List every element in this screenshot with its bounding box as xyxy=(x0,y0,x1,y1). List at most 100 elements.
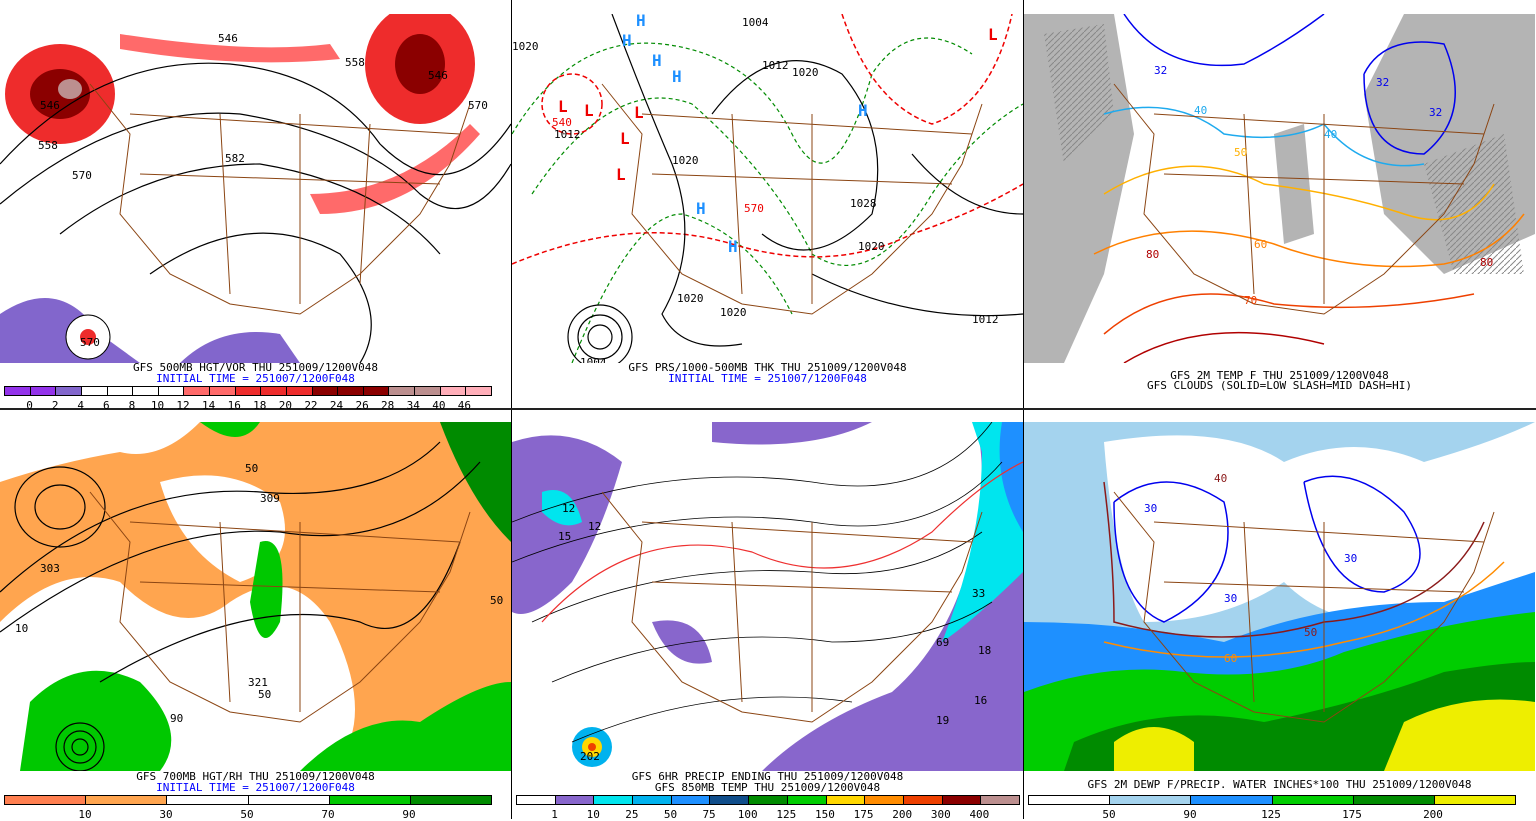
contour-label: 546 xyxy=(218,32,238,45)
isotherm-label: 32 xyxy=(1376,76,1389,89)
contour-label: 570 xyxy=(72,169,92,182)
thickness-label: 540 xyxy=(552,116,572,129)
colorbar-label: 90 xyxy=(402,808,416,821)
colorbar-label: 70 xyxy=(321,808,335,821)
colorbar-swatch xyxy=(1110,796,1192,804)
panel-2m-dewpoint-pwat: 30 30 40 50 60 30 GFS 2M DEWP F/PRECIP. … xyxy=(1024,410,1535,821)
colorbar-label: 10 xyxy=(586,808,600,821)
colorbar-swatch xyxy=(517,796,556,804)
colorbar-swatch xyxy=(1434,796,1516,804)
colorbar-label: 18 xyxy=(253,399,267,412)
colorbar-swatch xyxy=(410,796,492,804)
colorbar xyxy=(516,795,1020,805)
colorbar-swatch xyxy=(594,796,634,804)
colorbar-label: 150 xyxy=(814,808,835,821)
panel-700mb-hgt-rh: 303 309 10 50 90 321 50 50 GFS 700MB HGT… xyxy=(0,410,511,821)
precip-label: 18 xyxy=(978,644,991,657)
isotherm-label: 40 xyxy=(1194,104,1207,117)
colorbar-swatch xyxy=(81,387,108,395)
colorbar-label: 300 xyxy=(930,808,951,821)
cloud-legend: GFS CLOUDS (SOLID=LOW SLASH=MID DASH=HI) xyxy=(1147,379,1412,392)
contour-label: 570 xyxy=(80,336,100,349)
contour-label: 309 xyxy=(260,492,280,505)
colorbar-label: 10 xyxy=(78,808,92,821)
isobar-label: 1012 xyxy=(972,313,999,326)
precip-label: 15 xyxy=(558,530,571,543)
colorbar-swatch xyxy=(235,387,262,395)
high-pressure-marker: H xyxy=(622,31,632,50)
low-pressure-marker: L xyxy=(584,101,594,120)
panel-pressure-thickness: 1020 1012 1004 1012 1020 1020 1028 1020 … xyxy=(512,0,1023,408)
isotherm-label: 70 xyxy=(1244,294,1257,307)
colorbar-label: 34 xyxy=(406,399,420,412)
colorbar-label: 22 xyxy=(304,399,318,412)
colorbar-label: 200 xyxy=(1423,808,1443,821)
contour-label: 546 xyxy=(428,69,448,82)
isotherm-label: 32 xyxy=(1154,64,1167,77)
colorbar-swatch xyxy=(30,387,57,395)
isobar-label: 1020 xyxy=(792,66,819,79)
colorbar-label: 75 xyxy=(702,808,716,821)
colorbar-swatch xyxy=(1353,796,1435,804)
colorbar-swatch xyxy=(555,796,595,804)
low-pressure-marker: L xyxy=(988,25,998,44)
colorbar-swatch xyxy=(86,796,168,804)
map-title: GFS 6HR PRECIP ENDING THU 251009/1200V04… xyxy=(631,770,904,783)
colorbar-label: 10 xyxy=(150,399,165,412)
colorbar-label: 2 xyxy=(51,399,59,412)
colorbar-label: 400 xyxy=(969,808,990,821)
low-pressure-marker: L xyxy=(634,103,644,122)
colorbar-swatch xyxy=(749,796,788,804)
precip-label: 33 xyxy=(972,587,985,600)
map-subtitle: GFS 850MB TEMP THU 251009/1200V048 xyxy=(654,781,881,794)
high-pressure-marker: H xyxy=(728,237,738,256)
map-precipitation: 12 15 12 33 69 18 19 16 202 xyxy=(512,422,1023,771)
map-title: GFS 2M TEMP F THU 251009/1200V048 xyxy=(1170,369,1389,382)
colorbar-swatch xyxy=(942,796,982,804)
colorbar-swatch xyxy=(903,796,943,804)
colorbar xyxy=(4,795,492,805)
colorbar-label: 4 xyxy=(77,399,85,412)
isotherm-label: 40 xyxy=(1324,128,1337,141)
colorbar-swatch xyxy=(1191,796,1273,804)
dewpoint-label: 30 xyxy=(1344,552,1357,565)
high-pressure-marker: H xyxy=(672,67,682,86)
colorbar-label: 200 xyxy=(892,808,913,821)
dewpoint-label: 40 xyxy=(1214,472,1227,485)
isobar-label: 1020 xyxy=(512,40,539,53)
contour-label: 570 xyxy=(468,99,488,112)
colorbar-swatch xyxy=(158,387,185,395)
colorbar-swatch xyxy=(415,387,441,395)
contour-label: 546 xyxy=(40,99,60,112)
isotherm-label: 60 xyxy=(1254,238,1267,251)
high-pressure-marker: H xyxy=(696,199,706,218)
precip-label: 69 xyxy=(936,636,949,649)
colorbar-swatch xyxy=(440,387,467,395)
colorbar-label: 50 xyxy=(240,808,254,821)
colorbar-swatch xyxy=(210,387,236,395)
colorbar-label: 25 xyxy=(625,808,639,821)
colorbar-swatch xyxy=(5,387,31,395)
colorbar-swatch xyxy=(107,387,134,395)
colorbar-swatch xyxy=(329,796,411,804)
high-pressure-marker: H xyxy=(652,51,662,70)
colorbar-swatch xyxy=(286,387,313,395)
colorbar-swatch xyxy=(167,796,249,804)
precip-label: 19 xyxy=(936,714,949,727)
colorbar-label: 50 xyxy=(1102,808,1116,821)
isotherm-label: 80 xyxy=(1146,248,1159,261)
precip-label: 16 xyxy=(974,694,987,707)
map-title: GFS 2M DEWP F/PRECIP. WATER INCHES*100 T… xyxy=(1087,778,1472,791)
colorbar-swatch xyxy=(1029,796,1111,804)
contour-label: 50 xyxy=(258,688,271,701)
colorbar-label: 175 xyxy=(1342,808,1362,821)
colorbar-label: 46 xyxy=(457,399,472,412)
initial-time: INITIAL TIME = 251007/1200F048 xyxy=(156,781,355,794)
colorbar-swatch xyxy=(389,387,415,395)
panel-6hr-precip-850mb-temp: 12 15 12 33 69 18 19 16 202 GFS 6HR PREC… xyxy=(512,410,1023,821)
contour-label: 303 xyxy=(40,562,60,575)
colorbar-swatch xyxy=(363,387,390,395)
isobar-label: 1020 xyxy=(720,306,747,319)
contour-label: 558 xyxy=(38,139,58,152)
low-pressure-marker: L xyxy=(558,97,568,116)
